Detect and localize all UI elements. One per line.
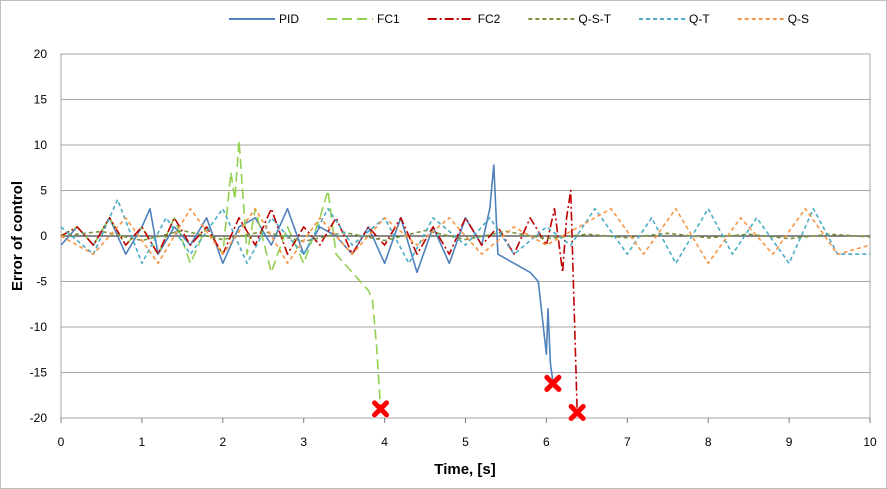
x-tick-label: 2 xyxy=(219,435,226,449)
x-tick-label: 3 xyxy=(300,435,307,449)
y-tick-label: 5 xyxy=(40,184,47,198)
legend-label-pid: PID xyxy=(279,12,299,26)
y-tick-label: 20 xyxy=(34,47,48,61)
legend-label-q-t: Q-T xyxy=(689,12,710,26)
x-tick-label: 1 xyxy=(139,435,146,449)
legend-label-q-s-t: Q-S-T xyxy=(578,12,611,26)
legend-label-fc1: FC1 xyxy=(377,12,400,26)
x-tick-label: 10 xyxy=(863,435,877,449)
y-tick-label: 0 xyxy=(40,229,47,243)
y-axis-title: Error of control xyxy=(9,181,26,291)
marker-stroke xyxy=(372,400,390,418)
failure-marker-pid xyxy=(544,374,562,392)
x-tick-label: 6 xyxy=(543,435,550,449)
marker-stroke xyxy=(568,404,586,422)
y-tick-labels: 20 15 10 5 0 -5 -10 -15 -20 xyxy=(30,47,48,425)
legend: PID FC1 FC2 Q-S-T Q-T Q-S xyxy=(229,12,809,26)
series-line-q-t xyxy=(60,198,870,265)
y-tick-label: 15 xyxy=(34,93,48,107)
x-tick-label: 7 xyxy=(624,435,631,449)
legend-label-fc2: FC2 xyxy=(478,12,501,26)
y-tick-label: -20 xyxy=(30,411,48,425)
x-axis-title: Time, [s] xyxy=(434,461,495,478)
y-tick-label: -10 xyxy=(30,320,48,334)
failure-marker-fc1 xyxy=(372,400,390,418)
x-tick-label: 8 xyxy=(705,435,712,449)
failure-markers xyxy=(372,374,586,422)
y-tick-label: 10 xyxy=(34,138,48,152)
x-tick-label: 9 xyxy=(786,435,793,449)
x-tick-label: 5 xyxy=(462,435,469,449)
y-tick-label: -5 xyxy=(36,275,47,289)
y-tick-label: -15 xyxy=(30,366,48,380)
x-tick-label: 0 xyxy=(58,435,65,449)
failure-marker-fc2 xyxy=(568,404,586,422)
marker-stroke xyxy=(544,374,562,392)
legend-label-q-s: Q-S xyxy=(788,12,809,26)
series-line-q-s-t xyxy=(60,229,871,243)
x-tick-label: 4 xyxy=(381,435,388,449)
series-group xyxy=(60,139,871,409)
x-tick-labels: 0 1 2 3 4 5 6 7 8 9 10 xyxy=(58,435,877,449)
